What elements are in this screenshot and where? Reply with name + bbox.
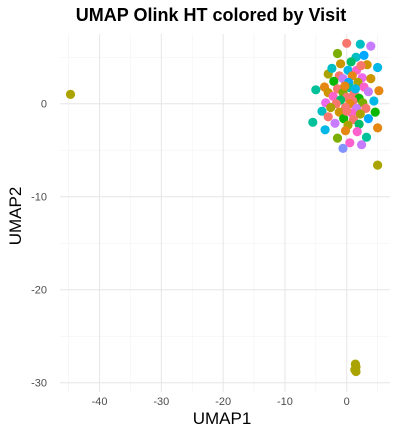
data-point (355, 109, 365, 119)
y-axis-title: UMAP2 (6, 187, 25, 246)
data-point (340, 126, 351, 136)
data-point (342, 38, 352, 48)
data-point (363, 114, 373, 124)
data-point (352, 127, 362, 137)
x-tick-label: -20 (215, 396, 231, 408)
data-point (65, 89, 76, 99)
data-point (346, 57, 356, 67)
data-point (308, 117, 318, 127)
data-point (373, 62, 383, 73)
data-point (350, 84, 360, 94)
data-point (361, 132, 372, 142)
data-point (327, 63, 337, 73)
data-point (320, 125, 330, 135)
data-point (340, 81, 350, 91)
data-point (339, 114, 349, 124)
x-tick-label: 0 (344, 396, 350, 408)
data-point (338, 143, 348, 153)
data-point (329, 76, 339, 86)
data-point (373, 160, 383, 170)
data-point (334, 107, 344, 117)
data-point (370, 107, 380, 117)
data-point (373, 123, 383, 133)
data-point (361, 103, 371, 113)
data-point (357, 140, 367, 150)
data-point (317, 106, 327, 116)
data-point (332, 133, 343, 143)
data-point (336, 59, 346, 69)
data-point (345, 138, 355, 148)
data-point (359, 50, 369, 61)
data-point (369, 96, 379, 106)
tick-labels: -40 -30 -20 -10 0 0 -10 -20 -30 (31, 99, 350, 408)
data-point (356, 61, 366, 71)
x-axis-title: UMAP1 (193, 409, 252, 428)
data-point (366, 41, 376, 51)
y-tick-label: 0 (41, 99, 47, 111)
data-point (330, 118, 340, 128)
y-tick-label: -30 (31, 378, 47, 390)
data-point (332, 48, 343, 59)
data-point (323, 112, 333, 122)
data-point (355, 39, 365, 49)
data-point (328, 91, 338, 101)
x-tick-label: -30 (153, 396, 169, 408)
data-point (374, 86, 384, 96)
y-tick-label: -20 (31, 285, 47, 297)
y-tick-label: -10 (31, 192, 47, 204)
data-point (326, 102, 336, 113)
data-point (366, 74, 376, 84)
chart-title: UMAP Olink HT colored by Visit (76, 5, 346, 25)
data-point (354, 119, 364, 129)
x-tick-label: -40 (92, 396, 108, 408)
data-point (351, 366, 361, 377)
data-points (65, 38, 384, 377)
x-tick-label: -10 (277, 396, 293, 408)
data-point (311, 85, 321, 95)
data-point (342, 106, 352, 116)
data-point (363, 87, 373, 97)
